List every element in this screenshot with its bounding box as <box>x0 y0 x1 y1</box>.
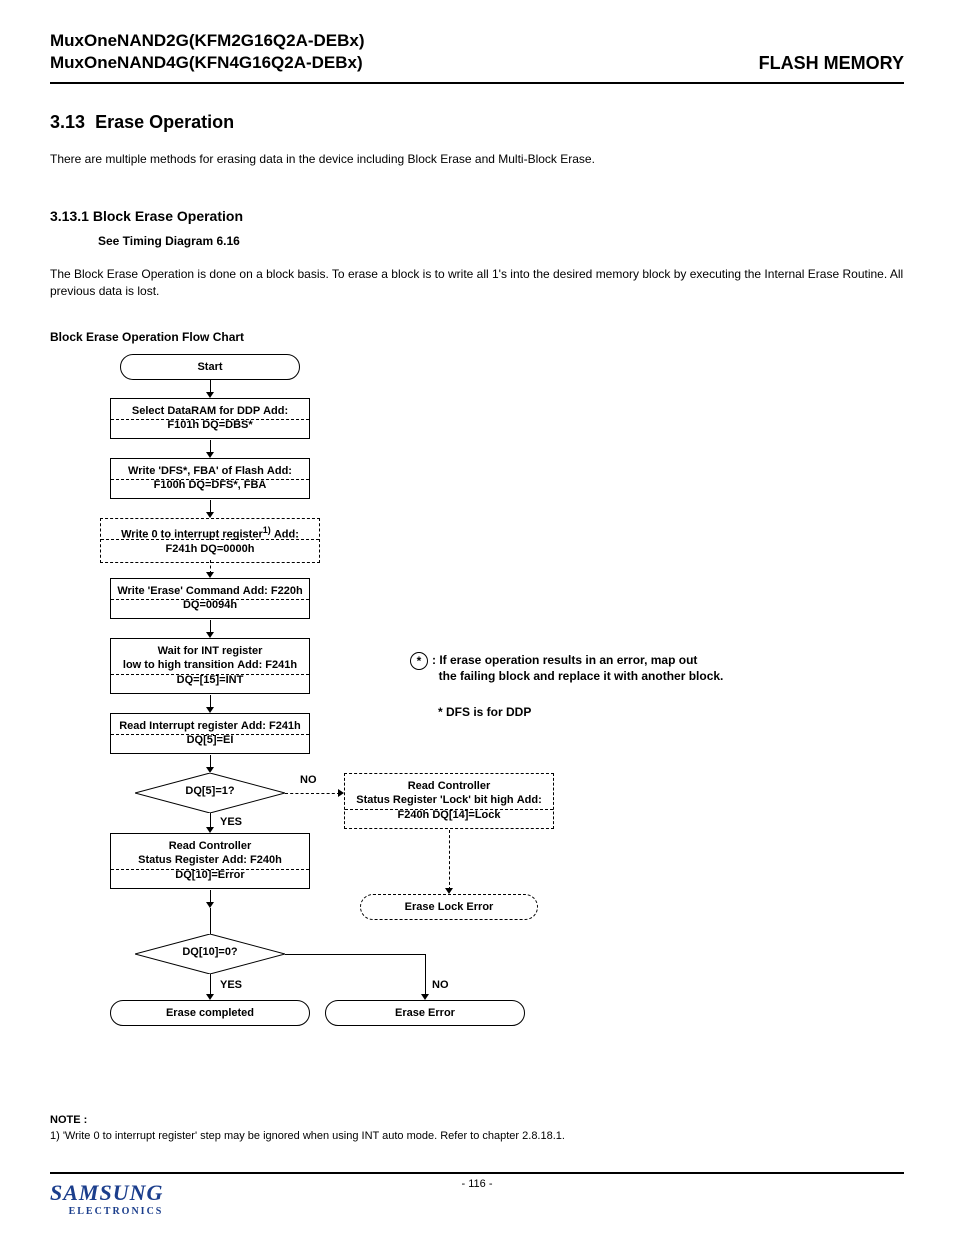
node-read-ctrl-status: Read Controller Status Register Add: F24… <box>110 833 310 890</box>
node-text: Write 'Erase' Command <box>117 585 239 597</box>
branch-yes: YES <box>220 816 242 828</box>
divider <box>111 419 309 420</box>
note-text: : If erase operation results in an error… <box>432 653 697 667</box>
header-line1: MuxOneNAND2G(KFM2G16Q2A-DEBx) <box>50 31 365 50</box>
divider <box>111 479 309 480</box>
node-text: Write 'DFS*, FBA' of Flash <box>128 465 264 477</box>
node-text: low to high transition <box>123 659 234 671</box>
divider <box>111 674 309 675</box>
node-write-dfs-fba: Write 'DFS*, FBA' of Flash Add: F100h DQ… <box>110 458 310 500</box>
node-start: Start <box>120 354 300 380</box>
node-text: Read Controller <box>169 840 252 852</box>
node-text: Read Interrupt register <box>119 720 238 732</box>
node-select-dataram: Select DataRAM for DDP Add: F101h DQ=DBS… <box>110 398 310 440</box>
header-line2: MuxOneNAND4G(KFN4G16Q2A-DEBx) <box>50 53 363 72</box>
section-name: Erase Operation <box>95 112 234 132</box>
arrow <box>285 954 425 955</box>
node-wait-int: Wait for INT register low to high transi… <box>110 638 310 695</box>
flowchart: Start Select DataRAM for DDP Add: F101h … <box>50 354 904 1094</box>
page-root: MuxOneNAND2G(KFM2G16Q2A-DEBx) MuxOneNAND… <box>0 0 954 1237</box>
arrow <box>425 954 426 996</box>
node-write-erase-cmd: Write 'Erase' Command Add: F220h DQ=0094… <box>110 578 310 620</box>
arrow <box>210 974 211 996</box>
header-right: FLASH MEMORY <box>759 53 904 74</box>
subsection-name: Block Erase Operation <box>93 208 243 224</box>
divider <box>345 809 553 810</box>
page-number: - 116 - <box>462 1178 493 1190</box>
decision-label: DQ[5]=1? <box>135 785 285 797</box>
node-text: Wait for INT register <box>158 645 263 657</box>
node-text: Erase completed <box>166 1007 254 1019</box>
side-note-dfs-ddp: * DFS is for DDP <box>438 704 531 721</box>
branch-no: NO <box>300 774 317 786</box>
footnote-text: 1) 'Write 0 to interrupt register' step … <box>50 1130 904 1142</box>
arrow <box>210 908 211 934</box>
decision-dq5: DQ[5]=1? <box>135 773 285 813</box>
star-symbol: * <box>417 654 422 668</box>
timing-ref: See Timing Diagram 6.16 <box>98 234 904 248</box>
page-footer: SAMSUNG ELECTRONICS - 116 - <box>50 1172 904 1217</box>
arrowhead-icon <box>206 994 214 1000</box>
node-text: Status Register <box>138 854 219 866</box>
node-read-int: Read Interrupt register Add: F241h DQ[5]… <box>110 713 310 755</box>
divider <box>111 734 309 735</box>
section-title: 3.13 Erase Operation <box>50 112 904 133</box>
divider <box>111 869 309 870</box>
node-erase-lock-error: Erase Lock Error <box>360 894 538 920</box>
decision-dq10: DQ[10]=0? <box>135 934 285 974</box>
footnote-heading: NOTE : <box>50 1114 904 1126</box>
logo-sub: ELECTRONICS <box>50 1206 163 1217</box>
note-star-icon: * <box>410 652 428 670</box>
node-read-ctrl-lock: Read Controller Status Register 'Lock' b… <box>344 773 554 830</box>
samsung-logo: SAMSUNG ELECTRONICS <box>50 1180 163 1217</box>
subsection-title: 3.13.1 Block Erase Operation <box>50 208 904 224</box>
decision-label: DQ[10]=0? <box>135 946 285 958</box>
branch-no: NO <box>432 979 449 991</box>
arrow <box>285 793 340 794</box>
section-number: 3.13 <box>50 112 85 132</box>
superscript: 1) <box>263 525 271 535</box>
node-text: Status Register 'Lock' bit high <box>356 794 513 806</box>
node-erase-completed: Erase completed <box>110 1000 310 1026</box>
node-text: Read Controller <box>408 780 491 792</box>
subsection-number: 3.13.1 <box>50 208 89 224</box>
node-erase-error: Erase Error <box>325 1000 525 1026</box>
logo-main: SAMSUNG <box>50 1180 163 1205</box>
note-text: the failing block and replace it with an… <box>439 669 724 683</box>
header-left: MuxOneNAND2G(KFM2G16Q2A-DEBx) MuxOneNAND… <box>50 30 365 74</box>
arrowhead-icon <box>421 994 429 1000</box>
node-write-zero-int: Write 0 to interrupt register1) Add: F24… <box>100 518 320 563</box>
divider <box>111 599 309 600</box>
arrowhead-icon <box>445 888 453 894</box>
node-text: Erase Lock Error <box>405 901 494 913</box>
node-start-label: Start <box>197 361 222 373</box>
arrow <box>449 830 450 890</box>
divider <box>101 539 319 540</box>
flow-title: Block Erase Operation Flow Chart <box>50 330 904 344</box>
side-note-error-mapout: : If erase operation results in an error… <box>432 652 832 686</box>
node-text: Select DataRAM for DDP <box>132 405 260 417</box>
section-intro: There are multiple methods for erasing d… <box>50 151 904 168</box>
subsection-desc: The Block Erase Operation is done on a b… <box>50 266 904 300</box>
node-text: Erase Error <box>395 1007 455 1019</box>
page-header: MuxOneNAND2G(KFM2G16Q2A-DEBx) MuxOneNAND… <box>50 30 904 84</box>
branch-yes: YES <box>220 979 242 991</box>
